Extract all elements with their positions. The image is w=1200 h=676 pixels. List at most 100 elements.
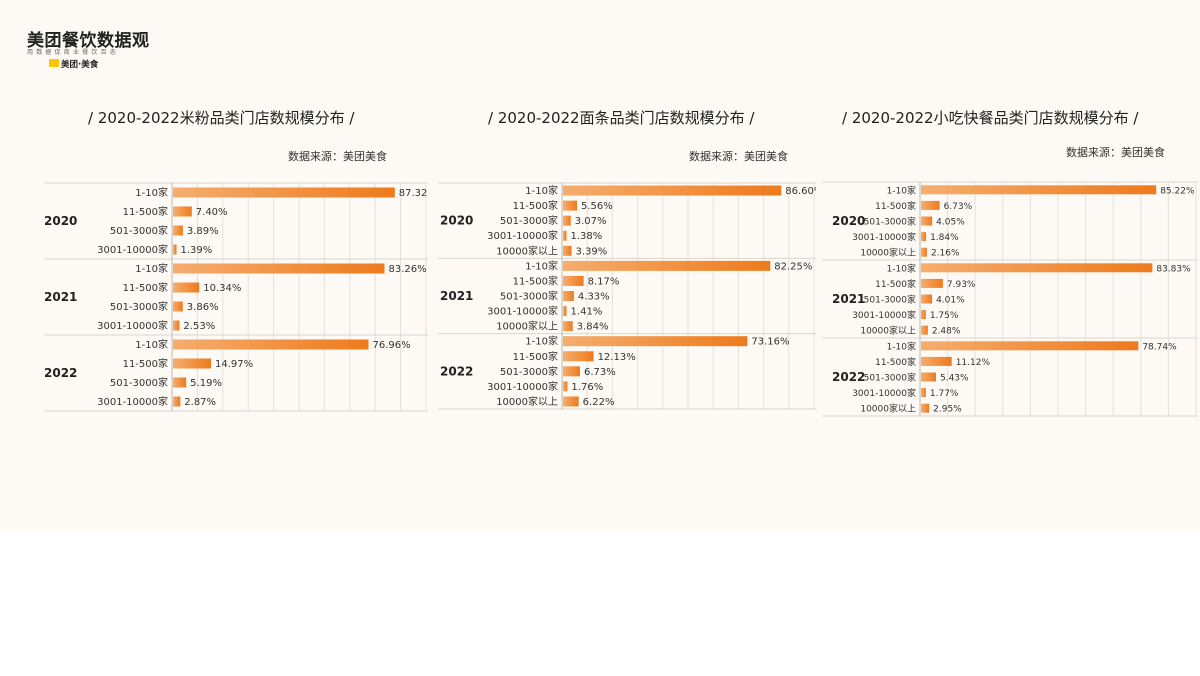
data-label: 2.16%	[931, 249, 960, 259]
bar	[921, 388, 926, 398]
bar	[173, 396, 181, 407]
data-label: 76.96%	[372, 340, 410, 351]
category-label: 10000家以上	[860, 403, 916, 415]
bar	[173, 301, 183, 312]
data-label: 5.43%	[940, 374, 969, 384]
chart-title-rice-noodle: / 2020-2022米粉品类门店数规模分布 /	[88, 109, 355, 127]
bar	[563, 275, 584, 286]
category-label: 1-10家	[887, 340, 916, 352]
data-label: 1.41%	[571, 307, 603, 318]
year-label: 2022	[832, 370, 865, 384]
year-label: 2021	[832, 292, 865, 306]
bar	[173, 225, 183, 236]
category-label: 3001-10000家	[852, 309, 916, 321]
data-label: 86.60%	[785, 186, 816, 197]
bar	[563, 336, 748, 347]
category-label: 1-10家	[525, 335, 558, 348]
chart-snack: 2020 1-10家 85.22% 11-500家 6.73% 501-3000家 4.05…	[822, 180, 1198, 418]
data-label: 3.39%	[576, 246, 608, 257]
category-label: 501-3000家	[110, 376, 168, 389]
category-label: 10000家以上	[496, 320, 558, 333]
chart-source-rice-noodle: 数据来源：美团美食	[288, 150, 387, 163]
bar	[173, 377, 187, 388]
data-label: 83.26%	[388, 264, 426, 275]
data-label: 10.34%	[203, 283, 241, 294]
data-label: 2.48%	[932, 327, 961, 337]
category-label: 10000家以上	[860, 247, 916, 259]
data-label: 1.39%	[181, 245, 213, 256]
category-label: 501-3000家	[500, 214, 558, 227]
bar	[921, 341, 1139, 351]
data-label: 73.16%	[751, 337, 789, 348]
category-label: 3001-10000家	[487, 305, 558, 318]
data-label: 5.19%	[190, 378, 222, 389]
bar	[563, 306, 567, 317]
bar	[563, 366, 580, 377]
bar	[921, 200, 940, 210]
category-label: 11-500家	[123, 281, 168, 294]
bar	[921, 247, 927, 257]
bar	[173, 358, 212, 369]
bar	[173, 263, 385, 274]
chart-rice-noodle-svg: 2020 1-10家 87.32% 11-500家 7.40% 501-3000家 3.89…	[44, 182, 428, 412]
data-label: 83.83%	[1156, 264, 1191, 274]
category-label: 1-10家	[525, 184, 558, 197]
data-label: 2.95%	[933, 405, 962, 415]
bar	[921, 294, 933, 304]
data-label: 2.87%	[184, 397, 216, 408]
category-label: 501-3000家	[110, 300, 168, 313]
slide-background: 美团餐饮数据观 用数据促商业餐饮百态 美团·美食 / 2020-2022米粉品类…	[0, 0, 1200, 531]
data-label: 1.84%	[930, 233, 959, 243]
chart-source-snack: 数据来源：美团美食	[1066, 146, 1165, 159]
category-label: 1-10家	[887, 262, 916, 274]
data-label: 3.84%	[577, 322, 609, 333]
year-label: 2020	[44, 214, 77, 228]
category-label: 501-3000家	[864, 294, 916, 306]
data-label: 8.17%	[588, 276, 620, 287]
year-label: 2021	[44, 290, 77, 304]
category-label: 501-3000家	[500, 290, 558, 303]
bar	[563, 396, 579, 407]
data-label: 4.01%	[936, 296, 965, 306]
bar	[173, 187, 395, 198]
bar	[563, 215, 571, 226]
data-label: 78.74%	[1142, 342, 1177, 352]
bar	[921, 232, 927, 242]
data-label: 7.93%	[947, 280, 976, 290]
category-label: 3001-10000家	[852, 387, 916, 399]
bar	[563, 291, 574, 301]
category-label: 3001-10000家	[487, 229, 558, 242]
bar	[921, 278, 943, 288]
category-label: 10000家以上	[496, 244, 558, 257]
year-label: 2022	[44, 366, 77, 380]
bar	[563, 200, 578, 211]
category-label: 11-500家	[875, 356, 916, 368]
chart-title-snack: / 2020-2022小吃快餐品类门店数规模分布 /	[842, 109, 1139, 127]
category-label: 1-10家	[135, 186, 168, 199]
category-label: 501-3000家	[110, 224, 168, 237]
category-label: 11-500家	[513, 274, 558, 287]
bar	[563, 230, 567, 241]
category-label: 10000家以上	[860, 325, 916, 337]
bar	[921, 310, 926, 320]
bar	[563, 185, 782, 196]
bar	[173, 320, 180, 331]
category-label: 1-10家	[135, 262, 168, 275]
chart-noodle-svg: 2020 1-10家 86.60% 11-500家 5.56% 501-3000家 3.07…	[438, 182, 816, 410]
category-label: 501-3000家	[864, 216, 916, 228]
category-label: 11-500家	[123, 205, 168, 218]
category-label: 1-10家	[525, 259, 558, 272]
data-label: 3.86%	[187, 302, 219, 313]
logo-tagline: 用数据促商业餐饮百态	[27, 49, 120, 56]
category-label: 10000家以上	[496, 395, 558, 408]
year-label: 2020	[440, 214, 473, 228]
meituan-logo: 美团餐饮数据观 用数据促商业餐饮百态 美团·美食	[27, 26, 167, 76]
chart-noodle: 2020 1-10家 86.60% 11-500家 5.56% 501-3000家 3.07…	[438, 180, 816, 412]
data-label: 5.56%	[581, 201, 613, 212]
bar	[563, 260, 771, 271]
bar	[921, 263, 1153, 273]
data-label: 3.07%	[575, 216, 607, 227]
data-label: 1.77%	[930, 389, 959, 399]
data-label: 14.97%	[215, 359, 253, 370]
chart-rice-noodle: 2020 1-10家 87.32% 11-500家 7.40% 501-3000家 3.89…	[44, 180, 428, 414]
